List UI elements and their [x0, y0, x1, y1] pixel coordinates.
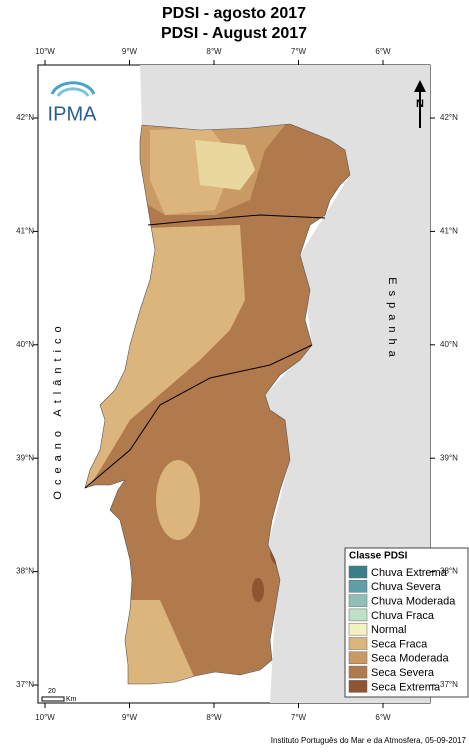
- title: PDSI - August 2017: [161, 25, 307, 42]
- north-label: N: [416, 98, 424, 110]
- lon-label: 7°W: [291, 47, 307, 56]
- lat-label: 39°N: [16, 453, 34, 462]
- lon-label: 10°W: [35, 47, 55, 56]
- legend-swatch: [348, 594, 368, 607]
- region-border: [84, 344, 313, 489]
- lat-label: 37°N: [440, 680, 458, 689]
- lon-label: 9°W: [122, 713, 138, 722]
- lat-label: 40°N: [16, 340, 34, 349]
- legend-label: Chuva Extrema: [371, 567, 448, 579]
- lon-label: 8°W: [206, 713, 222, 722]
- lat-label: 38°N: [16, 567, 34, 576]
- lon-label: 9°W: [122, 47, 138, 56]
- lat-label: 41°N: [16, 227, 34, 236]
- footer: Instituto Português do Mar e da Atmosfer…: [271, 736, 467, 745]
- lat-label: 40°N: [440, 340, 458, 349]
- lon-label: 6°W: [375, 47, 391, 56]
- legend-label: Seca Moderada: [371, 653, 450, 665]
- logo-text: IPMA: [48, 103, 98, 125]
- lat-label: 41°N: [440, 227, 458, 236]
- lat-label: 42°N: [16, 113, 34, 122]
- legend-label: Chuva Fraca: [371, 610, 435, 622]
- legend-swatch: [348, 651, 368, 665]
- lat-label: 38°N: [440, 567, 458, 576]
- lon-label: 7°W: [291, 713, 307, 722]
- scale-bar: 20 Km: [41, 688, 77, 703]
- lat-label: 39°N: [440, 453, 458, 462]
- legend-swatch: [348, 565, 368, 579]
- legend-label: Seca Extrema: [371, 681, 441, 693]
- legend-label: Chuva Moderada: [371, 596, 456, 608]
- legend-swatch: [348, 680, 368, 693]
- scale-unit: Km: [66, 696, 77, 703]
- legend-label: Seca Severa: [371, 667, 435, 679]
- title: PDSI - agosto 2017: [162, 5, 306, 22]
- land-label: Espanha: [386, 277, 398, 362]
- spain: [140, 65, 430, 703]
- lon-label: 10°W: [35, 713, 55, 722]
- legend-swatch: [348, 665, 368, 679]
- legend-title: Classe PDSI: [349, 551, 408, 562]
- north-arrow: N: [414, 80, 426, 128]
- lon-label: 6°W: [375, 713, 391, 722]
- region-border: [147, 214, 326, 226]
- lat-label: 37°N: [16, 680, 34, 689]
- legend-swatch: [348, 622, 368, 636]
- legend-label: Seca Fraca: [371, 638, 428, 650]
- lon-label: 8°W: [206, 47, 222, 56]
- legend-label: Normal: [371, 624, 406, 636]
- legend-swatch: [348, 608, 368, 622]
- legend-swatch: [348, 580, 368, 593]
- legend-label: Chuva Severa: [371, 581, 442, 593]
- ocean-label: Oceano Atlântico: [52, 320, 64, 499]
- lat-label: 42°N: [440, 113, 458, 122]
- scale-label: 20: [48, 688, 56, 695]
- legend-swatch: [348, 637, 368, 650]
- logo: IPMA: [48, 81, 98, 125]
